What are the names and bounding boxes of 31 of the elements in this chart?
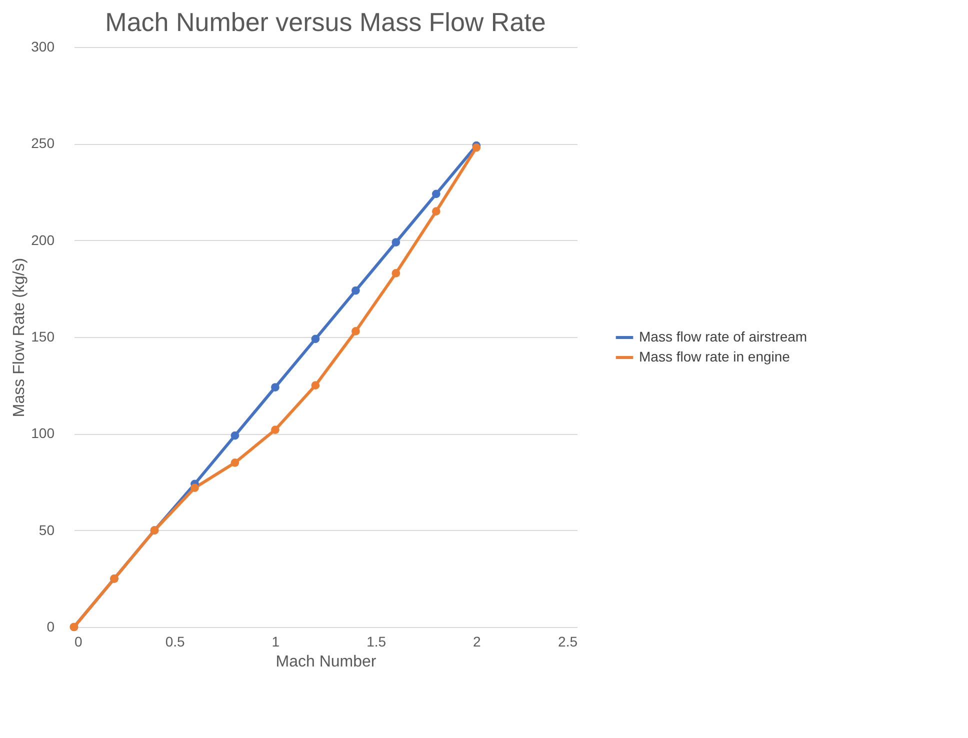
point [271,426,280,434]
point [351,327,360,336]
point [392,269,400,278]
legend-label: Mass flow rate of airstream [639,328,808,344]
point [351,286,360,295]
x-tick-label: 2 [473,634,481,650]
x-axis-title: Mach Number [276,654,377,670]
point [311,334,320,344]
y-tick-label: 150 [31,328,55,344]
legend-label: Mass flow rate in engine [639,348,790,364]
x-tick-label: 1.5 [366,634,386,650]
point [230,458,240,467]
x-tick-label: 0 [74,634,82,650]
x-tick-label: 2.5 [558,634,578,650]
y-tick-label: 100 [31,425,55,442]
y-axis-title: Mass Flow Rate (kg/s) [11,258,28,418]
point [190,484,199,492]
point [432,207,440,216]
point [392,238,400,246]
point [271,383,280,392]
y-tick-label: 200 [31,232,55,248]
y-tick-label: 250 [31,135,55,152]
y-tick-label: 50 [38,522,55,538]
chart-title: Mach Number versus Mass Flow Rate [105,7,546,37]
point [230,431,240,440]
x-tick-label: 1 [272,634,280,650]
point [432,190,440,198]
y-tick-label: 300 [31,38,55,54]
y-tick-label: 0 [46,618,55,634]
point [311,381,320,390]
x-tick-label: 0.5 [165,634,186,650]
